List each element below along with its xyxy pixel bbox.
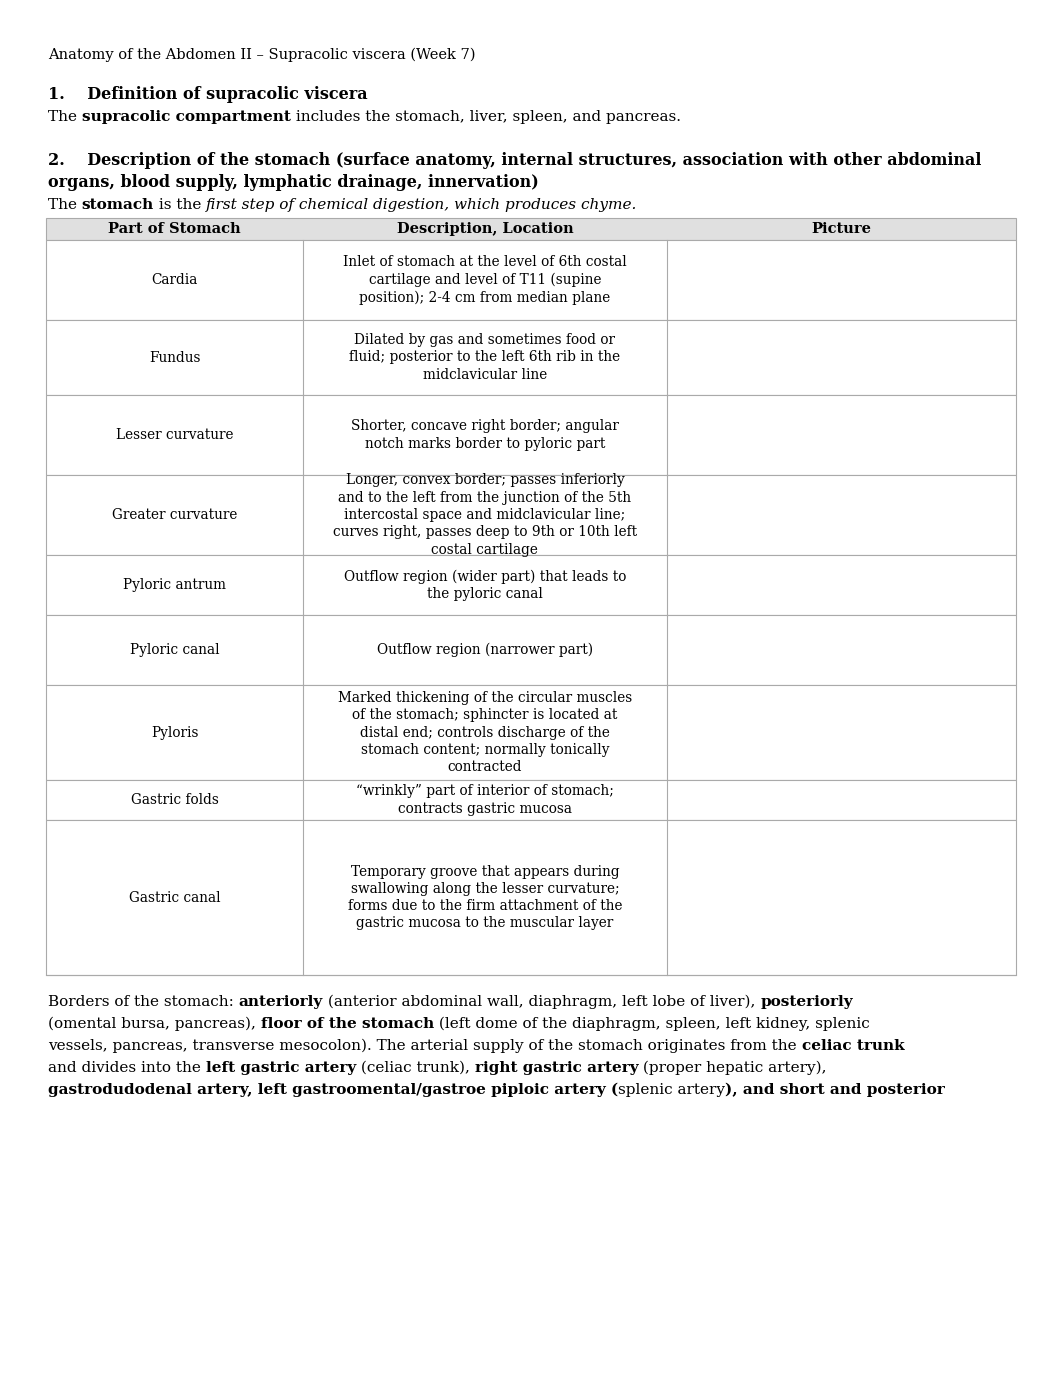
Text: (proper hepatic artery),: (proper hepatic artery), <box>638 1062 827 1075</box>
Text: “wrinkly” part of interior of stomach;
contracts gastric mucosa: “wrinkly” part of interior of stomach; c… <box>356 785 614 815</box>
Text: Pyloric antrum: Pyloric antrum <box>123 578 226 592</box>
Text: Dilated by gas and sometimes food or
fluid; posterior to the left 6th rib in the: Dilated by gas and sometimes food or flu… <box>349 333 620 381</box>
Text: Part of Stomach: Part of Stomach <box>108 222 241 235</box>
Text: Picture: Picture <box>811 222 872 235</box>
Text: Temporary groove that appears during
swallowing along the lesser curvature;
form: Temporary groove that appears during swa… <box>347 865 622 931</box>
Text: includes the stomach, liver, spleen, and pancreas.: includes the stomach, liver, spleen, and… <box>291 110 681 124</box>
Text: The: The <box>48 198 82 212</box>
Text: and divides into the: and divides into the <box>48 1062 206 1075</box>
Bar <box>46 475 1016 555</box>
Bar <box>46 218 1016 240</box>
Text: ), and short and posterior: ), and short and posterior <box>725 1082 945 1097</box>
Text: (anterior abdominal wall, diaphragm, left lobe of liver),: (anterior abdominal wall, diaphragm, lef… <box>323 996 760 1009</box>
Text: floor of the stomach: floor of the stomach <box>261 1018 434 1031</box>
Text: is the: is the <box>154 198 206 212</box>
Text: supracolic compartment: supracolic compartment <box>82 110 291 124</box>
Text: (left dome of the diaphragm, spleen, left kidney, splenic: (left dome of the diaphragm, spleen, lef… <box>434 1018 870 1031</box>
Bar <box>46 395 1016 475</box>
Text: right gastric artery: right gastric artery <box>475 1062 638 1075</box>
Text: splenic artery: splenic artery <box>618 1082 725 1097</box>
Text: posteriorly: posteriorly <box>760 996 853 1009</box>
Text: vessels, pancreas, transverse mesocolon). The arterial supply of the stomach ori: vessels, pancreas, transverse mesocolon)… <box>48 1040 802 1053</box>
Text: Marked thickening of the circular muscles
of the stomach; sphincter is located a: Marked thickening of the circular muscle… <box>338 691 632 774</box>
Text: organs, blood supply, lymphatic drainage, innervation): organs, blood supply, lymphatic drainage… <box>48 174 538 191</box>
Text: Gastric canal: Gastric canal <box>129 891 220 905</box>
Text: Greater curvature: Greater curvature <box>112 508 237 522</box>
Bar <box>46 819 1016 975</box>
Text: gastrodudodenal artery, left gastroomental/gastroe piploic artery (: gastrodudodenal artery, left gastrooment… <box>48 1082 618 1097</box>
Text: (omental bursa, pancreas),: (omental bursa, pancreas), <box>48 1018 261 1031</box>
Text: Inlet of stomach at the level of 6th costal
cartilage and level of T11 (supine
p: Inlet of stomach at the level of 6th cos… <box>343 255 627 304</box>
Text: Lesser curvature: Lesser curvature <box>116 428 234 442</box>
Text: Outflow region (narrower part): Outflow region (narrower part) <box>377 643 593 657</box>
Text: Anatomy of the Abdomen II – Supracolic viscera (Week 7): Anatomy of the Abdomen II – Supracolic v… <box>48 48 476 62</box>
Bar <box>46 240 1016 319</box>
Text: The: The <box>48 110 82 124</box>
Text: Shorter, concave right border; angular
notch marks border to pyloric part: Shorter, concave right border; angular n… <box>350 420 619 450</box>
Text: (celiac trunk),: (celiac trunk), <box>356 1062 475 1075</box>
Text: Gastric folds: Gastric folds <box>131 793 219 807</box>
Text: anteriorly: anteriorly <box>239 996 323 1009</box>
Text: Pyloris: Pyloris <box>151 726 199 739</box>
Text: Borders of the stomach:: Borders of the stomach: <box>48 996 239 1009</box>
Text: Pyloric canal: Pyloric canal <box>130 643 220 657</box>
Bar <box>46 779 1016 819</box>
Bar <box>46 616 1016 684</box>
Text: stomach: stomach <box>82 198 154 212</box>
Bar <box>46 684 1016 779</box>
Text: 2.    Description of the stomach (surface anatomy, internal structures, associat: 2. Description of the stomach (surface a… <box>48 151 981 169</box>
Bar <box>46 555 1016 616</box>
Text: Outflow region (wider part) that leads to
the pyloric canal: Outflow region (wider part) that leads t… <box>344 569 627 600</box>
Text: 1.    Definition of supracolic viscera: 1. Definition of supracolic viscera <box>48 85 367 103</box>
Text: first step of chemical digestion, which produces chyme.: first step of chemical digestion, which … <box>206 198 638 212</box>
Text: left gastric artery: left gastric artery <box>206 1062 356 1075</box>
Text: Longer, convex border; passes inferiorly
and to the left from the junction of th: Longer, convex border; passes inferiorly… <box>332 474 637 556</box>
Text: Description, Location: Description, Location <box>396 222 573 235</box>
Text: celiac trunk: celiac trunk <box>802 1040 904 1053</box>
Bar <box>46 319 1016 395</box>
Text: Cardia: Cardia <box>152 273 198 286</box>
Text: Fundus: Fundus <box>149 351 201 365</box>
